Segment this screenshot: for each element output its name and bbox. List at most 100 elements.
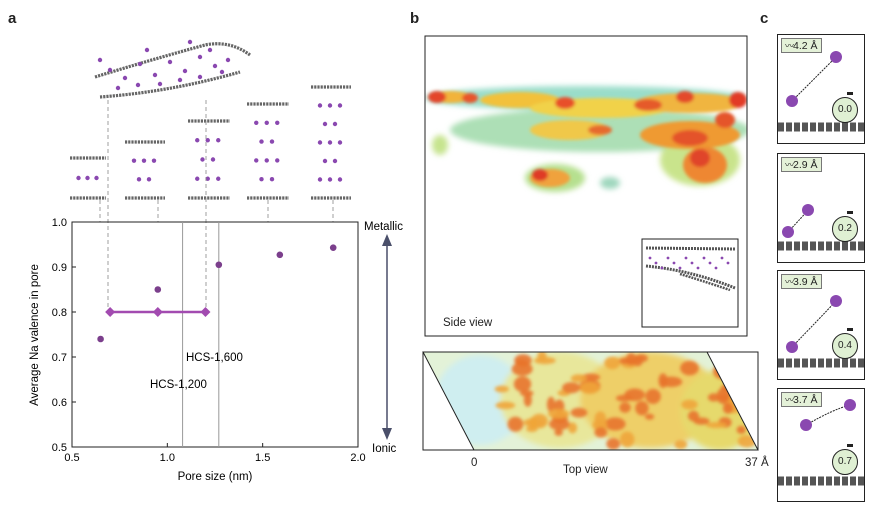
x-tick-label: 1.0 — [160, 452, 175, 464]
x-tick-label: 0.5 — [64, 452, 79, 464]
distance-tag: 〰4.2 Å — [781, 38, 822, 53]
top-axis-end: 37 Å — [745, 457, 769, 469]
valence-value: 0.0 — [838, 104, 852, 115]
side-view-density-map — [425, 86, 747, 192]
card-illustration — [778, 51, 864, 132]
na-ion — [830, 295, 842, 307]
inset-na-atom — [726, 261, 730, 265]
distance-tag: 〰2.9 Å — [781, 157, 822, 172]
range-diamond — [105, 307, 116, 317]
valence-value: 0.7 — [838, 456, 852, 467]
na-atom — [264, 158, 269, 163]
na-atom — [322, 121, 328, 127]
x-tick-label: 2.0 — [350, 452, 365, 464]
ionic-label: Ionic — [372, 443, 397, 455]
na-atom — [327, 140, 333, 145]
na-atom — [131, 158, 137, 163]
na-atom — [85, 175, 90, 181]
valence-gauge: 0.7 — [832, 449, 858, 475]
vline-label-1600: HCS-1,600 — [186, 352, 243, 364]
distance-value: 2.9 Å — [793, 159, 818, 171]
inset-na-atom — [684, 256, 688, 260]
na-atom — [264, 120, 269, 126]
inset-na-atom — [714, 266, 718, 270]
inset-na-atom — [666, 256, 670, 260]
na-atom — [337, 140, 343, 145]
na-atom — [254, 120, 259, 126]
na-atom — [332, 121, 338, 127]
spring-icon: 〰 — [785, 395, 794, 405]
inset-na-atom — [720, 256, 724, 260]
inset-na-atom — [678, 266, 682, 270]
distance-tag: 〰3.7 Å — [781, 392, 822, 407]
na-ion — [786, 341, 798, 353]
valence-gauge: 0.2 — [832, 216, 858, 242]
interaction-card: 〰2.9 Å 0.2 — [777, 153, 865, 263]
y-tick-label: 1.0 — [52, 217, 67, 229]
y-tick-label: 0.5 — [52, 442, 67, 454]
na-atom — [216, 138, 221, 143]
valence-gauge: 0.4 — [832, 333, 858, 359]
na-atom — [136, 177, 142, 182]
card-illustration — [778, 295, 864, 368]
data-point — [276, 251, 284, 259]
stopwatch-knob — [847, 444, 853, 447]
distance-value: 4.2 Å — [793, 40, 818, 52]
valence-value: 0.2 — [838, 223, 852, 234]
axis-ticks: 0.5 1.0 1.5 2.0 0.5 0.6 0.7 0.8 0.9 1.0 — [52, 217, 366, 464]
distance-value: 3.7 Å — [793, 394, 818, 406]
valence-gauge: 0.0 — [832, 97, 858, 123]
top-view-frame — [422, 351, 759, 451]
na-atom — [269, 177, 275, 182]
na-atom — [337, 177, 343, 182]
y-tick-label: 0.8 — [52, 307, 67, 319]
panel-label-c: c — [760, 10, 769, 27]
top-view-label: Top view — [563, 464, 608, 476]
interaction-card: 〰3.9 Å 0.4 — [777, 270, 865, 380]
na-atom — [146, 177, 152, 182]
side-view-frame — [424, 35, 748, 337]
na-atom — [317, 103, 323, 108]
na-ion — [800, 419, 812, 431]
stopwatch-knob — [847, 328, 853, 331]
pore-structure-illustrations — [70, 39, 351, 200]
na-atom — [275, 120, 280, 126]
na-atom — [327, 103, 333, 108]
na-atom — [210, 157, 216, 162]
na-atom — [141, 158, 147, 163]
na-atom — [317, 177, 323, 182]
panel-label-b: b — [410, 10, 420, 27]
inset-na-atom — [660, 266, 664, 270]
stopwatch-knob — [847, 92, 853, 95]
distance-tag: 〰3.9 Å — [781, 274, 822, 289]
data-point — [154, 286, 162, 293]
y-tick-label: 0.6 — [52, 397, 67, 409]
range-bar — [105, 307, 211, 317]
metallic-ionic-arrow — [382, 234, 392, 440]
inset-na-atom — [696, 266, 700, 270]
na-ion — [786, 95, 798, 107]
na-atom — [76, 175, 81, 181]
na-atom — [275, 158, 280, 163]
guide-lines — [99, 100, 334, 310]
y-tick-label: 0.9 — [52, 262, 67, 274]
data-points — [97, 244, 337, 343]
card-illustration — [778, 204, 864, 251]
inset-na-atom — [690, 261, 694, 265]
side-view-label: Side view — [443, 317, 493, 329]
inset-na-atom — [708, 261, 712, 265]
top-view-density-map — [423, 352, 758, 450]
na-atom — [200, 157, 205, 162]
data-point — [329, 244, 337, 251]
na-atom — [269, 139, 275, 144]
na-atom — [327, 177, 333, 182]
na-atom — [195, 138, 200, 143]
spring-link — [791, 56, 837, 102]
top-axis-start: 0 — [471, 457, 478, 469]
na-atom — [332, 158, 338, 164]
inset-structure — [645, 246, 736, 292]
spring-icon: 〰 — [785, 160, 794, 170]
range-diamond — [152, 307, 163, 317]
na-atom — [259, 139, 264, 144]
panel-a-chart: 0.5 1.0 1.5 2.0 0.5 0.6 0.7 0.8 0.9 1.0 Average N… — [29, 39, 403, 483]
